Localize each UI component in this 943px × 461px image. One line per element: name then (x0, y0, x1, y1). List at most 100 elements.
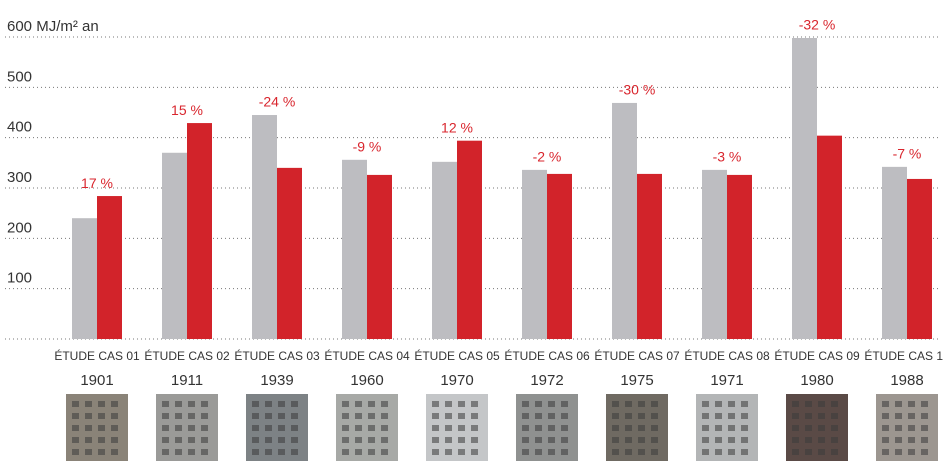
window (895, 413, 902, 419)
window (188, 437, 195, 443)
window (612, 401, 619, 407)
y-tick-label: 100 (7, 270, 32, 287)
window (85, 437, 92, 443)
window (805, 413, 812, 419)
window (882, 449, 889, 455)
window (792, 425, 799, 431)
window (72, 401, 79, 407)
window (355, 425, 362, 431)
window (111, 413, 118, 419)
window (882, 437, 889, 443)
window (175, 449, 182, 455)
window (561, 425, 568, 431)
window (368, 449, 375, 455)
window (792, 437, 799, 443)
window (471, 401, 478, 407)
window (458, 449, 465, 455)
x-tick-label: ÉTUDE CAS 06 (504, 348, 590, 363)
window (522, 425, 529, 431)
window (522, 413, 529, 419)
window (548, 401, 555, 407)
window (818, 413, 825, 419)
bar (342, 159, 367, 339)
window (638, 437, 645, 443)
bar (702, 169, 727, 339)
window (561, 449, 568, 455)
window (252, 401, 259, 407)
window (162, 437, 169, 443)
window (818, 401, 825, 407)
window (651, 449, 658, 455)
window (342, 449, 349, 455)
bar (547, 173, 572, 339)
window (458, 413, 465, 419)
bar (907, 178, 932, 339)
change-label: -32 % (799, 17, 836, 33)
x-tick-label: ÉTUDE CAS 09 (774, 348, 860, 363)
window (805, 425, 812, 431)
bar (72, 218, 97, 339)
window (85, 401, 92, 407)
x-tick-label: ÉTUDE CAS 10 (864, 348, 943, 363)
x-tick-label: ÉTUDE CAS 08 (684, 348, 770, 363)
window (342, 401, 349, 407)
window (188, 413, 195, 419)
window (342, 425, 349, 431)
change-label: 17 % (81, 175, 113, 191)
window (818, 437, 825, 443)
window (651, 401, 658, 407)
window (111, 425, 118, 431)
window (458, 425, 465, 431)
window (162, 413, 169, 419)
window (471, 449, 478, 455)
y-tick-label: 400 (7, 119, 32, 136)
window (831, 401, 838, 407)
window (702, 449, 709, 455)
bar (457, 140, 482, 339)
window (728, 413, 735, 419)
year-label: 1975 (620, 372, 653, 389)
window (98, 437, 105, 443)
bar (252, 115, 277, 340)
bar (727, 174, 752, 339)
window (548, 449, 555, 455)
window (355, 437, 362, 443)
window (561, 413, 568, 419)
bar (277, 167, 302, 339)
window (638, 401, 645, 407)
window (368, 413, 375, 419)
window (818, 449, 825, 455)
window (432, 437, 439, 443)
window (535, 425, 542, 431)
y-tick-label: 600 MJ/m² an (7, 18, 99, 35)
window (85, 449, 92, 455)
window (921, 437, 928, 443)
window (651, 425, 658, 431)
year-label: 1980 (800, 372, 833, 389)
window (522, 401, 529, 407)
bar (522, 169, 547, 339)
change-label: -30 % (619, 82, 656, 98)
window (792, 401, 799, 407)
window (895, 437, 902, 443)
window (522, 449, 529, 455)
window (72, 449, 79, 455)
window (111, 449, 118, 455)
window (458, 437, 465, 443)
window (342, 413, 349, 419)
bar (817, 135, 842, 339)
window (638, 425, 645, 431)
window (278, 413, 285, 419)
window (831, 437, 838, 443)
x-tick-label: ÉTUDE CAS 03 (234, 348, 320, 363)
change-label: -9 % (353, 139, 382, 155)
window (548, 437, 555, 443)
change-label: -3 % (713, 149, 742, 165)
window (188, 449, 195, 455)
window (805, 401, 812, 407)
window (381, 449, 388, 455)
window (201, 425, 208, 431)
window (612, 425, 619, 431)
window (741, 401, 748, 407)
